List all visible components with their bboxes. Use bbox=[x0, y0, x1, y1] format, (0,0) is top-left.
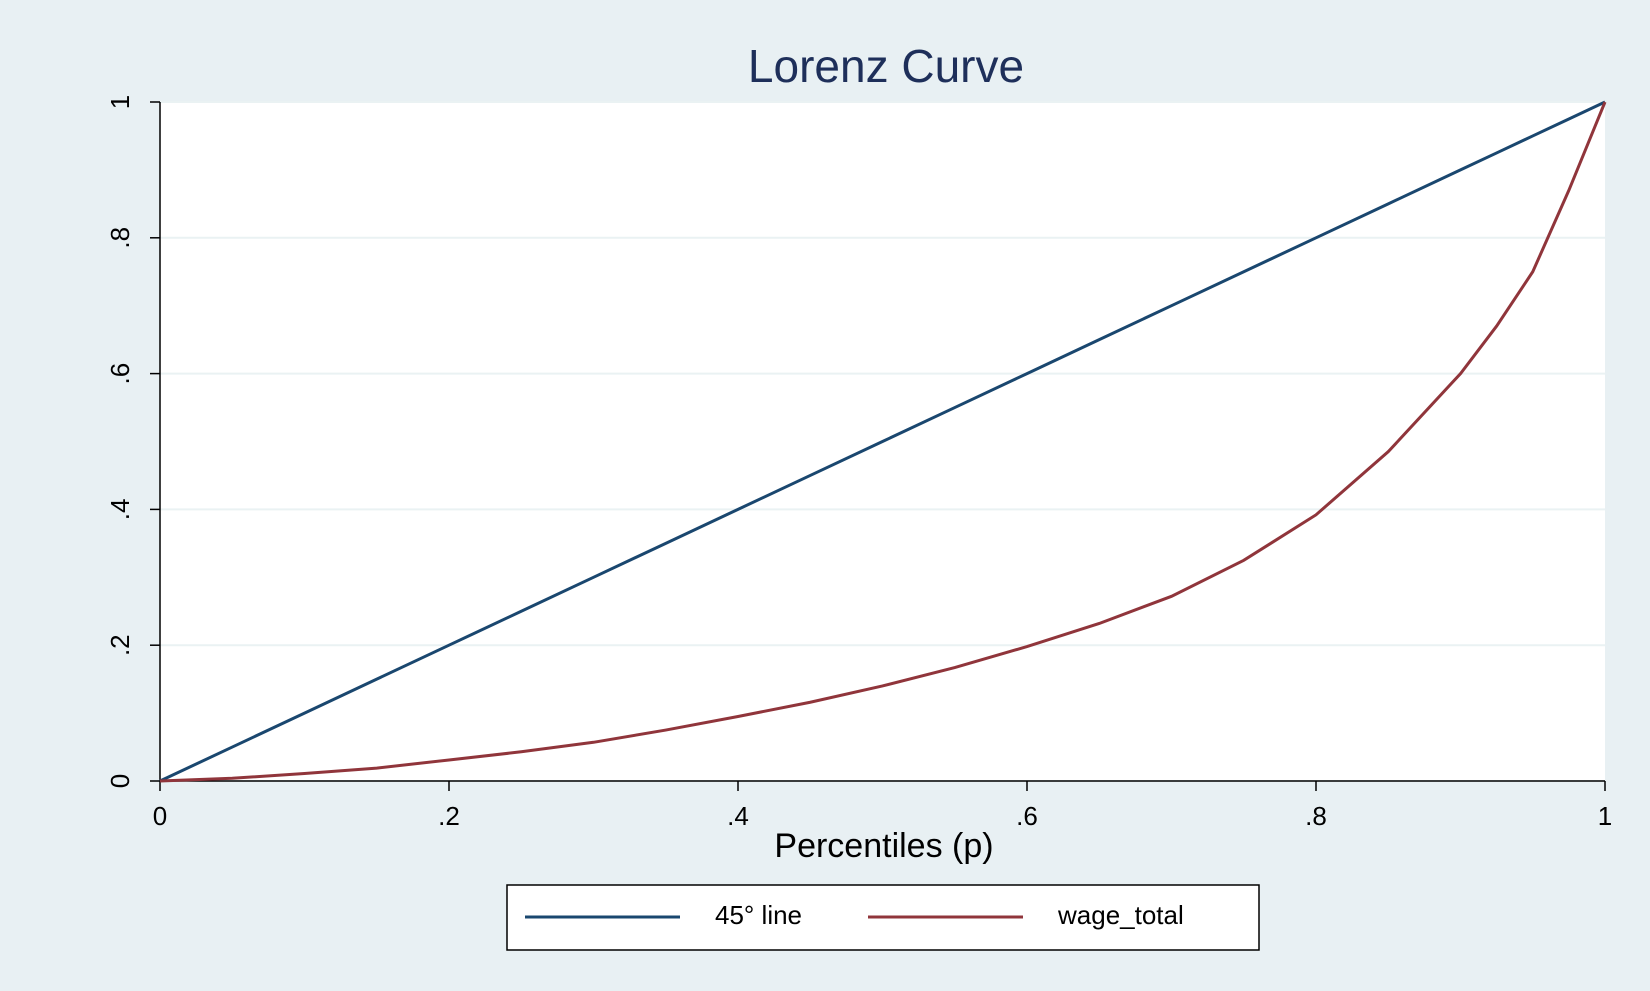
y-tick-label: 1 bbox=[105, 95, 135, 109]
x-tick-label: .6 bbox=[1016, 801, 1038, 831]
y-tick-label: .8 bbox=[105, 227, 135, 249]
y-tick-label: .4 bbox=[105, 499, 135, 521]
line-series bbox=[159, 101, 1607, 783]
legend-label: 45° line bbox=[715, 900, 802, 930]
x-axis-title: Percentiles (p) bbox=[774, 827, 993, 865]
x-tick-label: 0 bbox=[153, 801, 167, 831]
x-tick-label: .2 bbox=[438, 801, 460, 831]
x-tick-label: .4 bbox=[727, 801, 749, 831]
legend-label: wage_total bbox=[1057, 900, 1184, 930]
y-tick-label: .6 bbox=[105, 363, 135, 385]
chart-title: Lorenz Curve bbox=[748, 40, 1024, 92]
x-tick-label: .8 bbox=[1305, 801, 1327, 831]
line-series bbox=[159, 100, 1606, 783]
y-tick-label: .2 bbox=[105, 634, 135, 656]
x-tick-label: 1 bbox=[1598, 801, 1612, 831]
y-tick-label: 0 bbox=[105, 774, 135, 788]
